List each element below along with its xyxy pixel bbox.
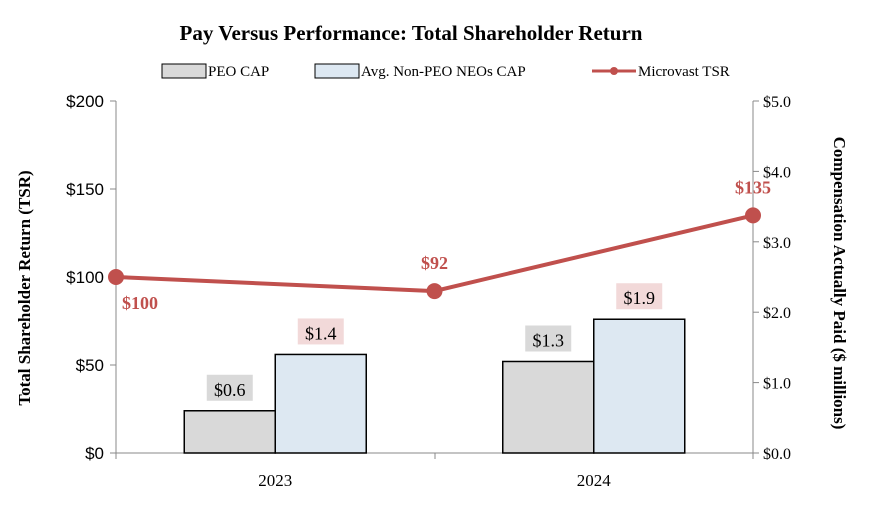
right-tick-label: $0.0 — [763, 446, 791, 463]
x-category-label: 2023 — [258, 471, 292, 490]
bar-label-bg — [525, 325, 572, 352]
left-tick-label: $200 — [66, 92, 104, 111]
tsr-point — [108, 269, 124, 285]
right-y-ticks: $0.0 $1.0 $2.0 $3.0 $4.0 $5.0 — [753, 94, 791, 463]
left-tick-label: $50 — [76, 356, 104, 375]
bar-label-bg — [206, 374, 253, 401]
bar-data-label: $0.6 — [214, 380, 246, 400]
bar-data-label: $1.3 — [533, 330, 565, 350]
left-tick-label: $150 — [66, 180, 104, 199]
left-axis-title: Total Shareholder Return (TSR) — [15, 170, 34, 405]
x-category-labels: 2023 2024 — [258, 471, 611, 490]
bar-data-label: $1.4 — [305, 323, 337, 343]
bar-neo-2024 — [593, 318, 686, 454]
tsr-point — [426, 283, 443, 300]
left-tick-label: $100 — [66, 268, 104, 287]
tsr-data-label: $100 — [122, 293, 158, 313]
right-tick-label: $5.0 — [763, 94, 791, 111]
bar-peo-2023 — [183, 410, 276, 454]
tsr-data-label: $135 — [735, 177, 771, 197]
x-category-label: 2024 — [577, 471, 612, 490]
right-tick-label: $1.0 — [763, 376, 791, 393]
right-tick-label: $4.0 — [763, 164, 791, 181]
legend: PEO CAP Avg. Non-PEO NEOs CAP Microvast … — [161, 63, 730, 80]
tsr-data-label: $92 — [421, 253, 448, 273]
legend-label-peo: PEO CAP — [208, 64, 269, 80]
tsr-point — [745, 207, 761, 224]
legend-swatch-neo — [314, 63, 360, 79]
tsr-line-group: $100 $92 $135 — [108, 177, 771, 313]
bar-peo-2024 — [502, 360, 595, 454]
bar-data-label: $1.9 — [624, 288, 656, 308]
bar-label-bg — [616, 283, 663, 310]
right-tick-label: $2.0 — [763, 305, 791, 322]
bar-neo-2023 — [274, 353, 367, 454]
chart-title: Pay Versus Performance: Total Shareholde… — [180, 21, 643, 45]
left-tick-label: $0 — [85, 444, 104, 463]
right-axis-title: Compensation Actually Paid ($ millions) — [830, 137, 849, 430]
legend-label-neo: Avg. Non-PEO NEOs CAP — [361, 64, 526, 80]
legend-swatch-peo — [161, 63, 207, 79]
bars: $0.6 $1.4 $1.3 $1.9 — [183, 283, 686, 454]
legend-marker-tsr — [610, 67, 618, 75]
legend-label-tsr: Microvast TSR — [638, 64, 730, 80]
bar-label-bg — [297, 318, 344, 345]
right-tick-label: $3.0 — [763, 235, 791, 252]
